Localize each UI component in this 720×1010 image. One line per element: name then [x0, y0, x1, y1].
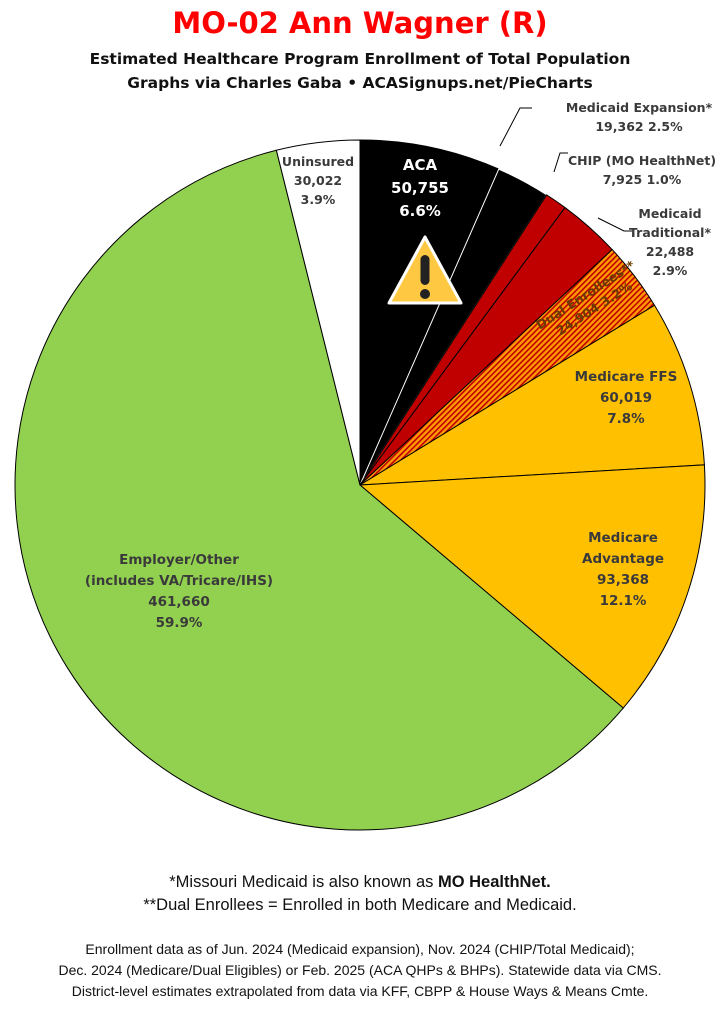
- label-chip: CHIP (MO HealthNet) 7,925 1.0%: [568, 151, 716, 189]
- label-line: Medicare FFS: [574, 369, 678, 385]
- source-line-3: District-level estimates extrapolated fr…: [71, 983, 649, 999]
- chart-subtitle: Estimated Healthcare Program Enrollment …: [89, 50, 631, 68]
- label-line: 30,022: [293, 173, 343, 188]
- label-employer-other: Employer/Other (includes VA/Tricare/IHS)…: [85, 550, 273, 634]
- label-uninsured: Uninsured 30,022 3.9%: [282, 152, 354, 209]
- pie-slice-employer-other-includes-va-tricare-ihs: [14, 149, 624, 831]
- label-line: Medicaid: [638, 206, 702, 221]
- label-line: 6.6%: [399, 202, 441, 220]
- label-line: Medicaid Expansion*: [565, 100, 713, 115]
- pie-slice-medicare-ffs: [359, 304, 705, 486]
- label-line: (includes VA/Tricare/IHS): [84, 573, 274, 589]
- footnote-text: *Missouri Medicaid is also known as: [169, 873, 438, 891]
- label-line: 3.9%: [300, 192, 336, 207]
- label-line: 461,660: [148, 594, 210, 610]
- label-line: 50,755: [391, 179, 449, 197]
- label-line: ACA: [402, 156, 438, 174]
- label-line: Medicare: [588, 530, 658, 546]
- label-line: 22,488: [645, 244, 695, 259]
- label-medicaid-traditional: Medicaid Traditional* 22,488 2.9%: [629, 204, 711, 280]
- warning-icon: [387, 235, 463, 305]
- footnote-medicaid: *Missouri Medicaid is also known as MO H…: [0, 873, 720, 892]
- label-line: Uninsured: [281, 154, 355, 169]
- label-line: 12.1%: [599, 593, 647, 609]
- pie-slice-aca: [359, 139, 500, 486]
- pie-slice-uninsured: [275, 139, 361, 486]
- label-line: CHIP (MO HealthNet): [567, 153, 717, 168]
- chart-title: MO-02 Ann Wagner (R): [172, 6, 548, 40]
- label-aca: ACA 50,755 6.6%: [391, 154, 449, 223]
- source-line-1: Enrollment data as of Jun. 2024 (Medicai…: [85, 941, 635, 957]
- label-line: 7,925 1.0%: [602, 172, 682, 187]
- label-line: 19,362 2.5%: [595, 119, 683, 134]
- footnote-dual: **Dual Enrollees = Enrolled in both Medi…: [143, 896, 577, 914]
- pie-chart: [14, 107, 706, 831]
- label-line: 2.9%: [652, 263, 688, 278]
- leader-medicaid-traditional: [597, 217, 632, 232]
- label-line: 7.8%: [607, 411, 645, 427]
- label-line: 93,368: [596, 572, 650, 588]
- label-medicare-advantage: Medicare Advantage 93,368 12.1%: [582, 528, 664, 612]
- label-line: Employer/Other: [119, 552, 239, 568]
- source-line-2: Dec. 2024 (Medicare/Dual Eligibles) or F…: [58, 962, 662, 978]
- leader-medicaid-expansion: [499, 107, 532, 147]
- chart-credit: Graphs via Charles Gaba • ACASignups.net…: [127, 74, 593, 92]
- footnote-bold: MO HealthNet.: [437, 873, 551, 891]
- label-line: Traditional*: [629, 225, 711, 240]
- label-line: 59.9%: [155, 615, 203, 631]
- label-line: Advantage: [581, 551, 665, 567]
- pie-slice-medicare-advantage: [358, 464, 706, 709]
- label-medicare-ffs: Medicare FFS 60,019 7.8%: [575, 367, 678, 430]
- leader-chip: [553, 152, 568, 173]
- label-medicaid-expansion: Medicaid Expansion* 19,362 2.5%: [566, 98, 712, 136]
- label-line: 60,019: [599, 390, 653, 406]
